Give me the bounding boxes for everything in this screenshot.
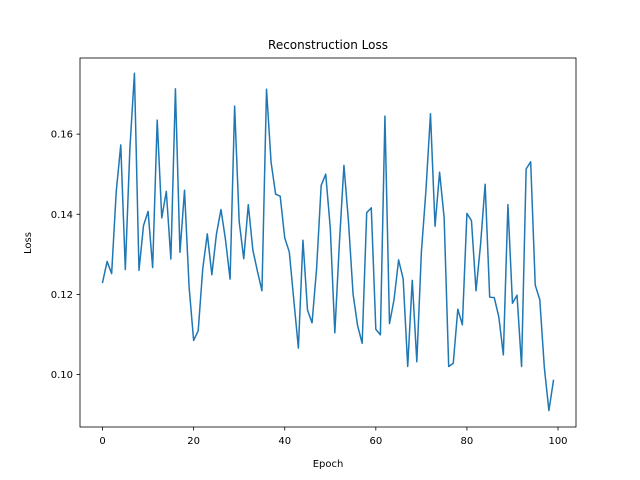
- x-tick-label: 60: [369, 436, 382, 447]
- x-tick-label: 0: [99, 436, 105, 447]
- x-tick-label: 20: [187, 436, 200, 447]
- y-tick-label: 0.12: [51, 290, 73, 301]
- loss-series-line: [101, 72, 555, 412]
- y-tick-label: 0.16: [51, 130, 73, 141]
- y-tick-label: 0.10: [51, 370, 73, 381]
- x-tick-label: 80: [461, 436, 474, 447]
- chart-title: Reconstruction Loss: [268, 38, 388, 52]
- x-axis-ticks: 0 20 40 60 80 100: [99, 427, 568, 447]
- x-tick-label: 100: [548, 436, 567, 447]
- x-axis-label: Epoch: [313, 459, 344, 470]
- axes-frame: [79, 57, 577, 428]
- y-axis-label: Loss: [23, 232, 34, 254]
- y-axis-ticks: 0.10 0.12 0.14 0.16: [51, 130, 80, 381]
- x-tick-label: 40: [278, 436, 291, 447]
- y-tick-label: 0.14: [51, 210, 73, 221]
- plot-area: [101, 72, 555, 412]
